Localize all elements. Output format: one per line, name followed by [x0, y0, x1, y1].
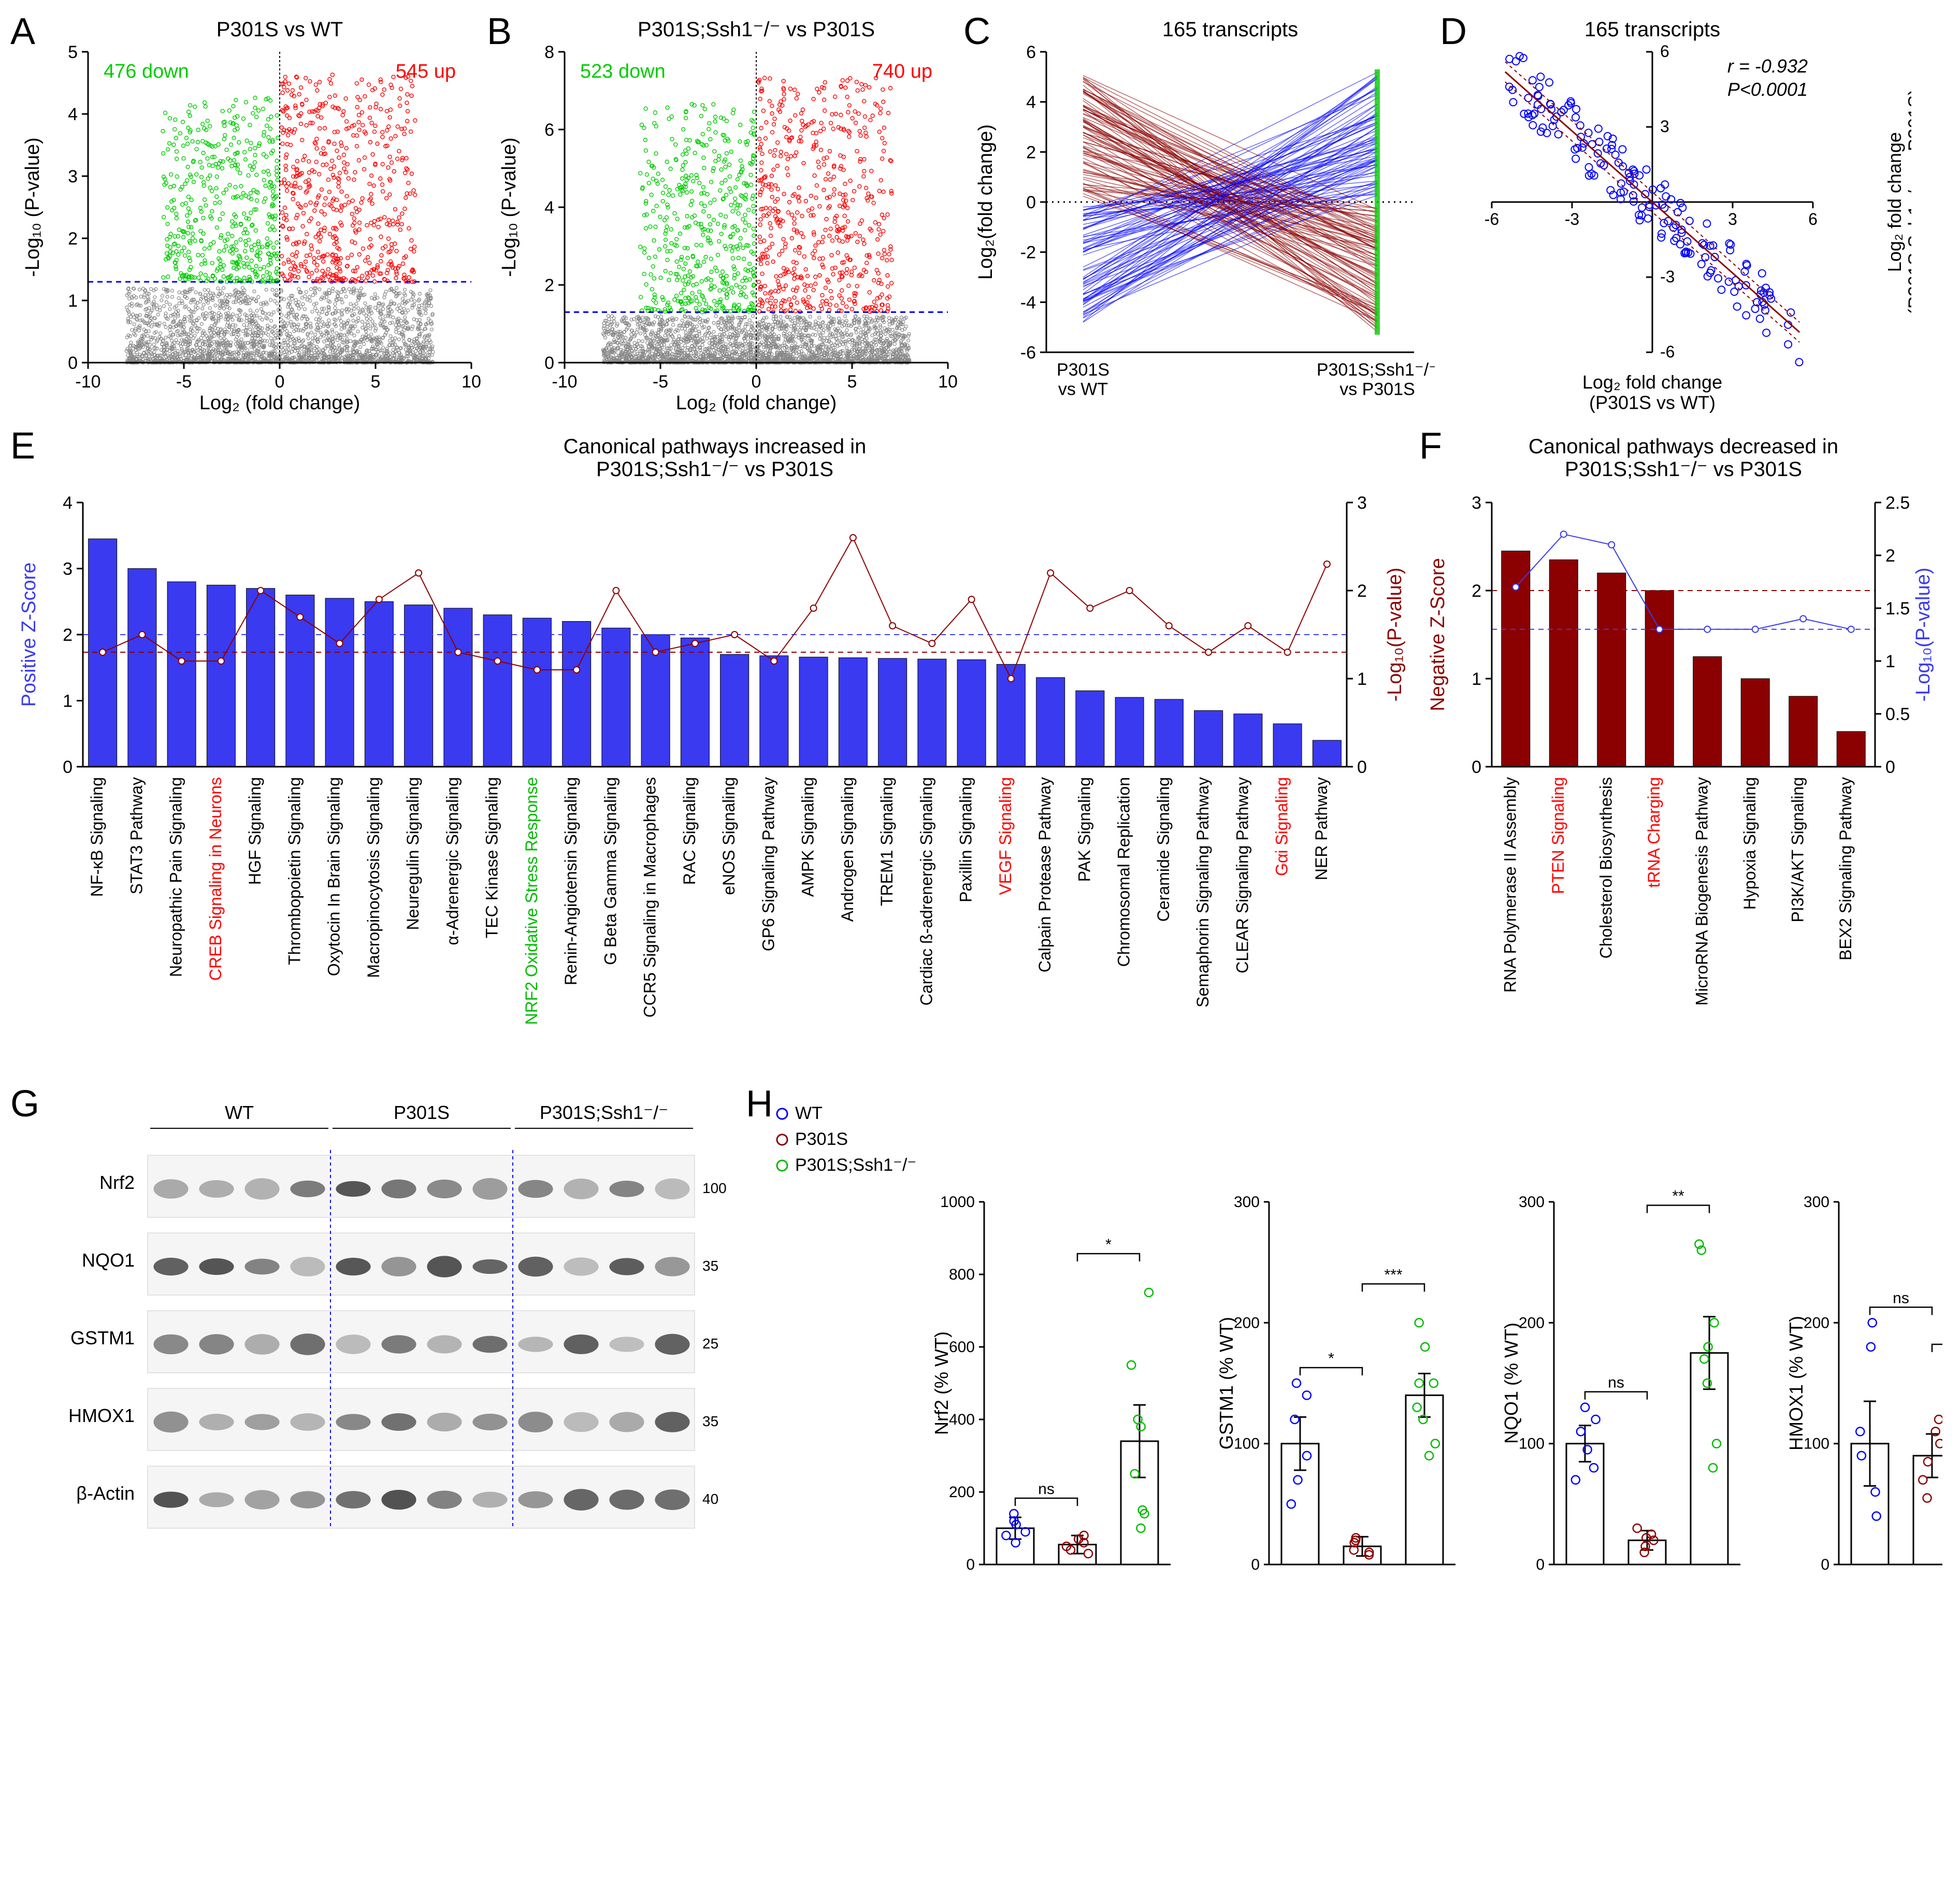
row-mid: E 012340123NF-κB SignalingSTAT3 PathwayN…: [10, 425, 1950, 1083]
svg-text:-Log₁₀ (P-value): -Log₁₀ (P-value): [22, 137, 44, 277]
panel-c: C -6-4-20246Log₂(fold change)165 transcr…: [969, 16, 1435, 420]
panel-g: G WTP301SP301S;Ssh1⁻/⁻Nrf2100NQO135GSTM1…: [16, 1088, 741, 1606]
svg-text:0: 0: [275, 372, 285, 392]
panel-e: E 012340123NF-κB SignalingSTAT3 PathwayN…: [16, 430, 1414, 1078]
panel-g-blot: WTP301SP301S;Ssh1⁻/⁻Nrf2100NQO135GSTM125…: [16, 1088, 741, 1606]
panel-e-label: E: [10, 425, 35, 467]
panel-f-label: F: [1419, 425, 1442, 467]
panelF-chart: 012300.511.522.5RNA Polymerase II Assemb…: [1424, 430, 1942, 1078]
panel-h-label: H: [746, 1083, 773, 1125]
svg-text:476 down: 476 down: [104, 61, 189, 82]
panel-c-label: C: [963, 10, 990, 53]
svg-text:2: 2: [68, 229, 78, 249]
svg-text:5: 5: [68, 42, 78, 62]
row-bottom: G WTP301SP301S;Ssh1⁻/⁻Nrf2100NQO135GSTM1…: [10, 1083, 1950, 1611]
svg-text:0: 0: [68, 353, 78, 373]
panel-a-label: A: [10, 10, 35, 53]
panel-f: F 012300.511.522.5RNA Polymerase II Asse…: [1424, 430, 1942, 1078]
panelE-chart: 012340123NF-κB SignalingSTAT3 PathwayNeu…: [16, 430, 1414, 1078]
svg-text:1: 1: [68, 291, 78, 311]
panel-d-label: D: [1440, 10, 1467, 53]
svg-text:-5: -5: [176, 372, 192, 392]
svg-text:4: 4: [68, 105, 78, 124]
panelA-chart: -10 -5 0 5 10 0 1 2 3 4 5 Log₂ (fold change) -Log₁₀ …: [16, 16, 482, 420]
panel-d-chart: -6-336-6-336165 transcriptsLog₂ fold cha…: [1445, 16, 1911, 420]
svg-text:Log₂ (fold change): Log₂ (fold change): [199, 392, 361, 414]
row-top: A -10 -5 0 5 10 0 1 2 3 4 5 Log₂ (fold change) -Log₁…: [10, 10, 1950, 425]
svg-text:545 up: 545 up: [396, 61, 456, 82]
svg-text:-10: -10: [75, 372, 100, 392]
figure-container: A -10 -5 0 5 10 0 1 2 3 4 5 Log₂ (fold change) -Log₁…: [10, 10, 1950, 1611]
panel-b: B -10-5051002468Log₂ (fold change)-Log₁₀…: [492, 16, 958, 420]
panel-b-label: B: [487, 10, 512, 53]
svg-text:P301S vs WT: P301S vs WT: [217, 18, 343, 41]
svg-text:3: 3: [68, 167, 78, 186]
svg-text:10: 10: [462, 372, 481, 392]
panel-h-charts: WTP301SP301S;Ssh1⁻/⁻02004006008001000Nrf…: [751, 1088, 1942, 1606]
panel-h: H WTP301SP301S;Ssh1⁻/⁻02004006008001000N…: [751, 1088, 1942, 1606]
panelB-chart: -10-5051002468Log₂ (fold change)-Log₁₀ (…: [492, 16, 958, 420]
panel-a: A -10-50510012345Log₂ (fold change)-Log₁…: [16, 16, 482, 420]
panel-g-label: G: [10, 1083, 39, 1125]
panel-c-chart: -6-4-20246Log₂(fold change)165 transcrip…: [969, 16, 1435, 420]
panel-d: D -6-336-6-336165 transcriptsLog₂ fold c…: [1445, 16, 1911, 420]
svg-text:5: 5: [371, 372, 381, 392]
